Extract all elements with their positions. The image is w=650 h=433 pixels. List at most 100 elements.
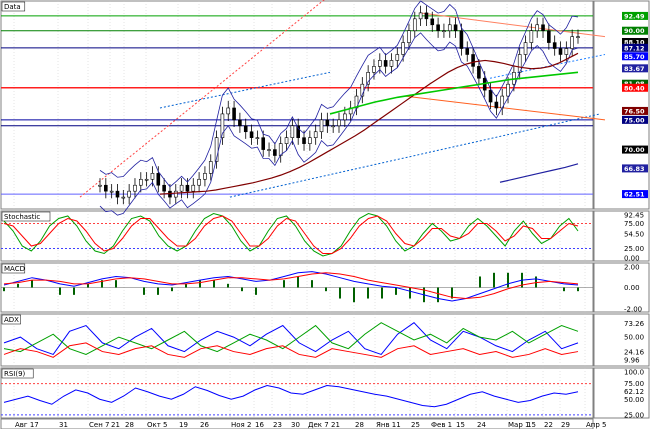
candle-body-32 [284,137,289,144]
date-label-1: 31 [59,421,68,429]
candle-body-70 [506,83,510,97]
price-badge-7 [622,83,648,92]
candle-body-39 [325,119,330,127]
panel-2-axis-label-0: 2.00 [624,264,640,272]
panel-1-axis-label-1: 75.00 [624,220,644,228]
price-badge-6 [622,79,648,88]
date-label-21: 15 [527,421,536,429]
panel-label-box-3 [1,314,21,325]
candle-body-8 [144,178,149,181]
candle-body-46 [366,72,370,85]
date-label-11: 30 [291,421,300,429]
candle-body-50 [389,60,394,67]
price-axis-label-5: 83.67 [624,65,645,73]
price-axis-label-7: 80.40 [624,84,645,92]
candle-body-13 [173,190,178,198]
candle-body-37 [313,131,318,138]
candle-body-40 [331,125,335,128]
price-band-lower [99,32,579,216]
candle-body-5 [127,190,131,198]
candle-body-1 [104,184,108,192]
candle-body-33 [290,125,295,138]
panel-2-axis-label-1: 0.00 [624,284,640,292]
date-label-9: 16 [255,421,264,429]
candle-body-74 [529,30,534,43]
panel-4-series-0 [3,384,579,408]
candle-body-25 [243,125,248,133]
date-label-12: Дек 7 [308,421,329,429]
panel-1-axis-label-3: 25.00 [624,245,644,253]
panel-2-series-0 [3,271,579,302]
price-axis-label-8: 76.50 [624,107,645,115]
panel-3-axis-label-2: 24.16 [624,349,645,357]
panel-2-axis-label-2: -2.00 [624,306,642,314]
candle-body-78 [552,42,557,49]
candle-body-48 [378,60,382,67]
date-label-14: 28 [355,421,364,429]
candle-body-47 [372,66,376,73]
price-badge-0 [622,11,648,20]
panel-label-2: MACD [4,265,25,273]
candle-body-11 [162,184,166,192]
candle-body-28 [261,137,266,150]
candle-body-3 [115,190,120,198]
candle-body-45 [360,83,365,97]
price-axis-label-2: 88.10 [624,39,645,47]
candle-body-57 [430,18,435,26]
candle-body-19 [208,161,213,174]
candle-body-21 [220,113,225,138]
date-label-5: Окт 5 [147,421,168,429]
panel-0-plot-area [0,0,594,210]
price-badge-8 [622,106,648,115]
candle-body-36 [308,137,312,144]
date-label-3: 21 [111,421,120,429]
panel-4-axis-label-4: 25.00 [624,411,644,419]
price-badge-2 [622,38,648,47]
panel-2-axis-area [593,262,650,313]
candle-body-53 [407,30,411,43]
candle-body-0 [98,184,102,187]
candle-body-35 [302,137,306,144]
candle-body-17 [197,178,201,186]
price-badge-3 [622,43,648,52]
panel-label-box-4 [1,368,34,379]
panel-label-box-2 [1,263,26,274]
date-label-20: Мар 1 [508,421,529,429]
candle-body-56 [424,12,429,20]
trend-line-2 [229,113,601,198]
candle-body-64 [471,54,475,67]
date-label-19: 24 [477,421,486,429]
candle-body-41 [337,119,341,127]
candle-body-59 [442,30,446,33]
date-label-6: 19 [179,421,188,429]
candle-body-15 [185,184,190,192]
price-badge-4 [622,52,648,61]
candle-body-4 [121,196,126,199]
date-label-24: Апр 5 [586,421,607,429]
panel-3-axis-label-1: 50.00 [624,334,644,342]
candle-body-75 [535,24,539,32]
date-label-18: 15 [456,421,465,429]
candle-body-38 [319,119,324,133]
price-axis-label-4: 85.70 [624,53,645,61]
candle-body-49 [383,60,388,67]
candle-body-61 [453,24,458,32]
date-label-13: 21 [331,421,340,429]
candle-body-54 [412,18,417,32]
price-axis-label-9: 75.00 [624,116,645,124]
candle-body-6 [133,184,137,192]
price-axis-label-1: 90.00 [624,27,645,35]
candle-body-27 [255,137,260,139]
price-badge-9 [622,115,648,124]
panel-4-axis-label-2: 62.12 [624,388,644,396]
trend-line-0 [79,0,325,198]
price-badge-11 [622,164,648,173]
candle-body-34 [296,125,300,138]
candle-body-10 [156,173,161,186]
panel-0-axis-area [593,0,650,210]
candle-body-58 [436,24,440,32]
panel-label-4: RSI(9) [4,370,26,378]
trend-line-4 [419,12,606,38]
price-axis-label-11: 66.83 [624,165,645,173]
candle-body-62 [459,30,464,49]
